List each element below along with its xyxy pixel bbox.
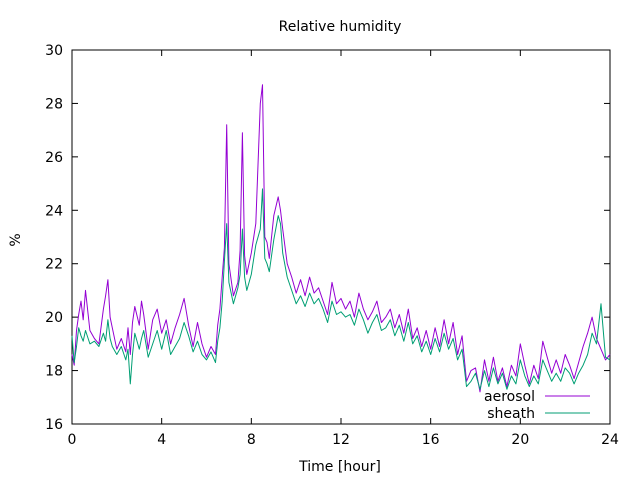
x-tick-label: 12 (332, 432, 350, 448)
x-tick-label: 20 (511, 432, 529, 448)
x-tick-label: 8 (247, 432, 256, 448)
plot-frame (71, 49, 611, 425)
series-layer (71, 84, 611, 393)
y-axis-label: % (8, 233, 24, 246)
chart-title: Relative humidity (279, 19, 402, 35)
y-tick-label: 16 (45, 417, 63, 433)
legend-label-aerosol: aerosol (484, 389, 535, 405)
x-axis: 0 4 8 12 16 20 24 (68, 50, 619, 448)
x-axis-label: Time [hour] (298, 459, 381, 475)
y-tick-label: 22 (45, 257, 63, 273)
y-tick-label: 20 (45, 310, 63, 326)
legend-label-sheath: sheath (487, 406, 535, 422)
y-tick-label: 30 (45, 43, 63, 59)
x-tick-label: 16 (422, 432, 440, 448)
x-tick-label: 0 (68, 432, 77, 448)
x-tick-label: 4 (157, 432, 166, 448)
y-tick-label: 24 (45, 203, 63, 219)
plot-area-border (71, 49, 611, 425)
x-tick-label: 24 (601, 432, 619, 448)
series-line-sheath (71, 188, 611, 390)
y-axis: 16 18 20 22 24 26 28 30 (45, 43, 610, 433)
y-tick-label: 28 (45, 96, 63, 112)
series-line-aerosol (71, 84, 611, 393)
y-tick-label: 18 (45, 364, 63, 380)
y-tick-label: 26 (45, 150, 63, 166)
